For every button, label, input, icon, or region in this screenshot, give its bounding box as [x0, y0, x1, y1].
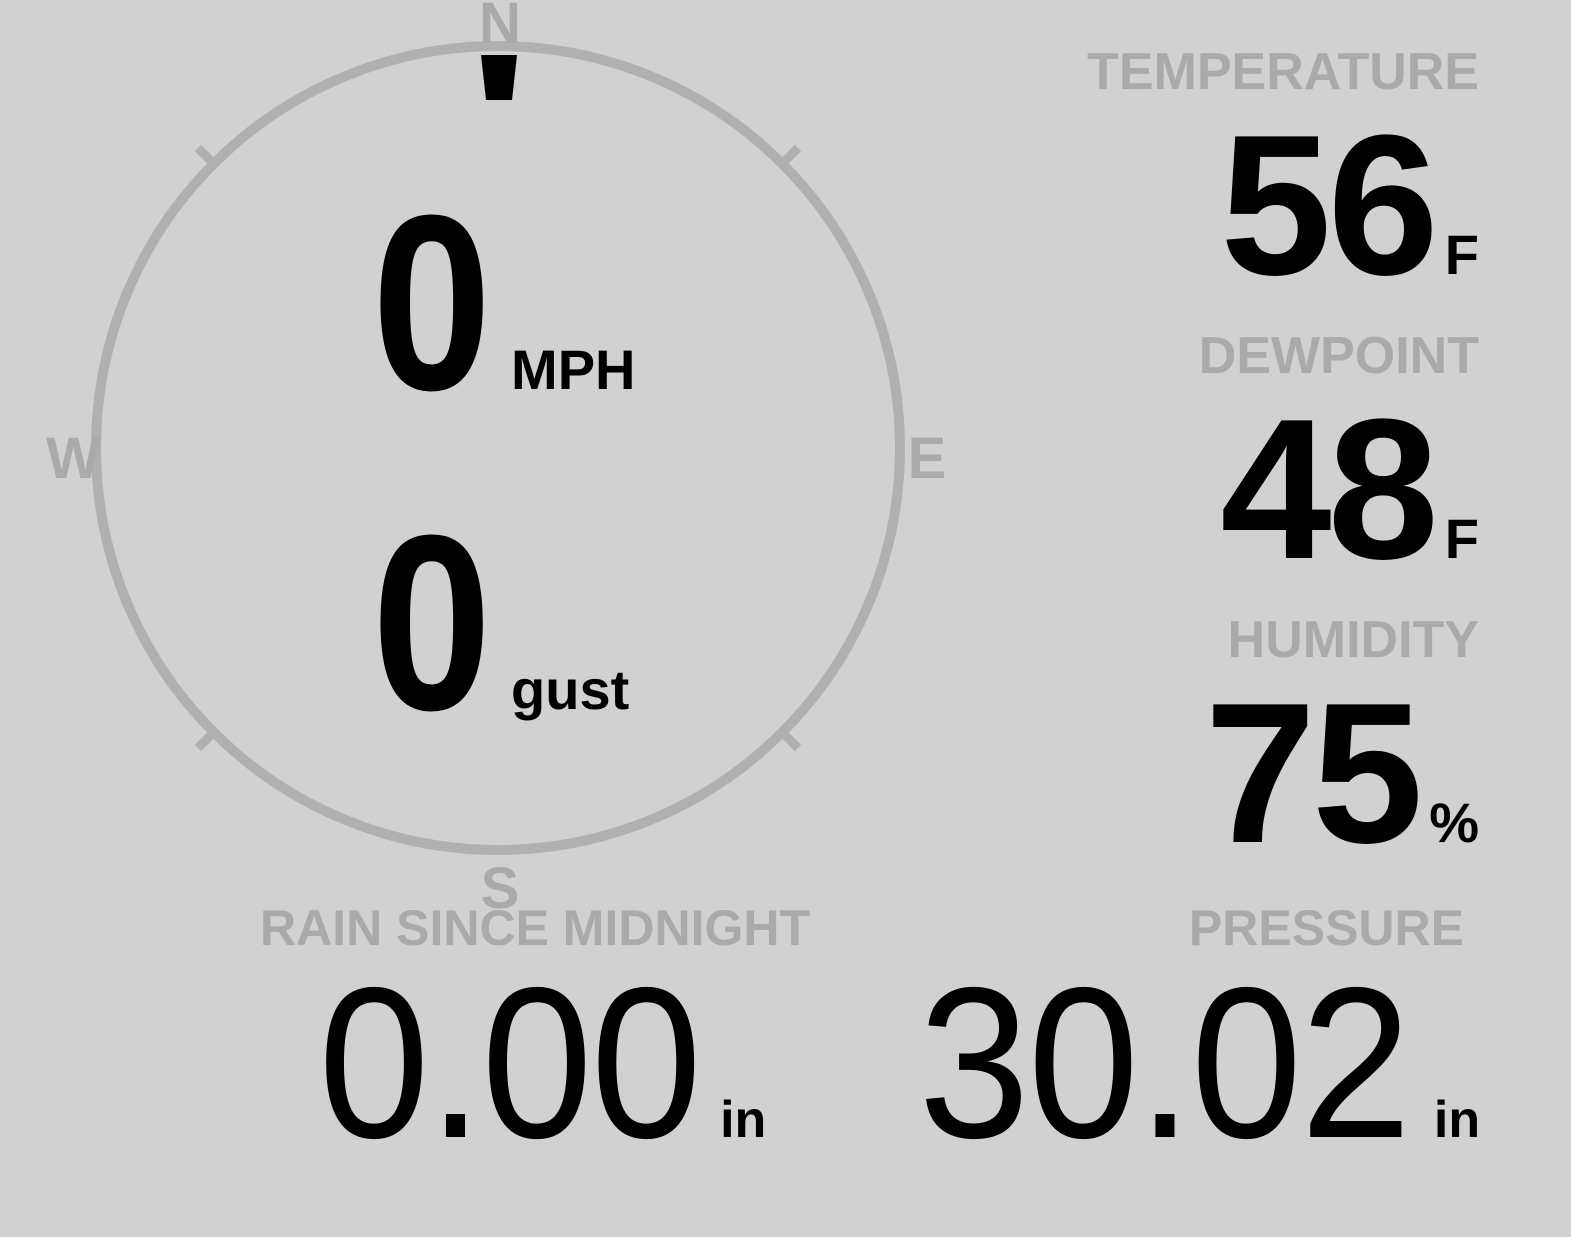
compass-tick-group — [194, 144, 802, 752]
stat-pressure-label: PRESSURE — [1188, 900, 1464, 956]
wind-gust-unit: gust — [511, 658, 630, 721]
stat-dewpoint-value-row: 48 F — [1049, 388, 1479, 592]
stat-dewpoint-value: 48 — [1220, 378, 1438, 601]
stat-humidity: HUMIDITY 75 % — [1049, 614, 1479, 876]
compass-tick-ne — [781, 144, 802, 165]
stat-rain-value-row: 0.00 in — [250, 955, 820, 1170]
stat-dewpoint-unit: F — [1444, 507, 1479, 570]
stat-pressure: PRESSURE 30.02 in — [900, 903, 1480, 1170]
compass-tick-nw — [194, 144, 215, 165]
stat-pressure-value-row: 30.02 in — [900, 955, 1480, 1170]
wind-direction-marker — [481, 55, 517, 100]
stat-temperature-value: 56 — [1220, 94, 1438, 317]
stat-temperature-unit: F — [1444, 223, 1479, 286]
wind-speed-value: 0 — [372, 163, 492, 442]
stat-rain-unit: in — [720, 1091, 767, 1149]
compass-label-east: E — [907, 426, 947, 491]
wind-gust-value: 0 — [372, 483, 492, 762]
stat-temperature: TEMPERATURE 56 F — [1049, 46, 1479, 308]
wind-gust-readout: 0 gust — [372, 498, 629, 748]
wind-compass-panel: N E S W 0 MPH 0 gust — [0, 0, 1000, 918]
wind-speed-unit: MPH — [511, 338, 636, 401]
stat-rain-value: 0.00 — [318, 942, 702, 1183]
stat-rain-since-midnight: RAIN SINCE MIDNIGHT 0.00 in — [250, 903, 820, 1170]
stat-humidity-unit: % — [1429, 791, 1479, 854]
compass-tick-sw — [194, 731, 215, 752]
stat-pressure-unit: in — [1433, 1091, 1481, 1149]
stat-dewpoint-label: DEWPOINT — [1198, 327, 1479, 385]
stat-dewpoint: DEWPOINT 48 F — [1049, 330, 1479, 592]
stat-humidity-label: HUMIDITY — [1227, 611, 1479, 669]
compass-label-west: W — [46, 426, 101, 491]
compass-label-south: S — [480, 856, 520, 921]
compass-tick-se — [781, 731, 802, 752]
wind-speed-readout: 0 MPH — [372, 178, 636, 428]
stat-rain-label: RAIN SINCE MIDNIGHT — [260, 900, 810, 956]
stat-temperature-value-row: 56 F — [1049, 104, 1479, 308]
stat-humidity-value: 75 — [1204, 662, 1423, 885]
stat-humidity-value-row: 75 % — [1049, 672, 1479, 876]
compass-label-north: N — [479, 0, 521, 56]
compass-ring-circle — [91, 41, 905, 855]
compass-dial — [91, 41, 905, 855]
stat-temperature-label: TEMPERATURE — [1087, 43, 1479, 101]
stat-pressure-value: 30.02 — [918, 942, 1411, 1183]
